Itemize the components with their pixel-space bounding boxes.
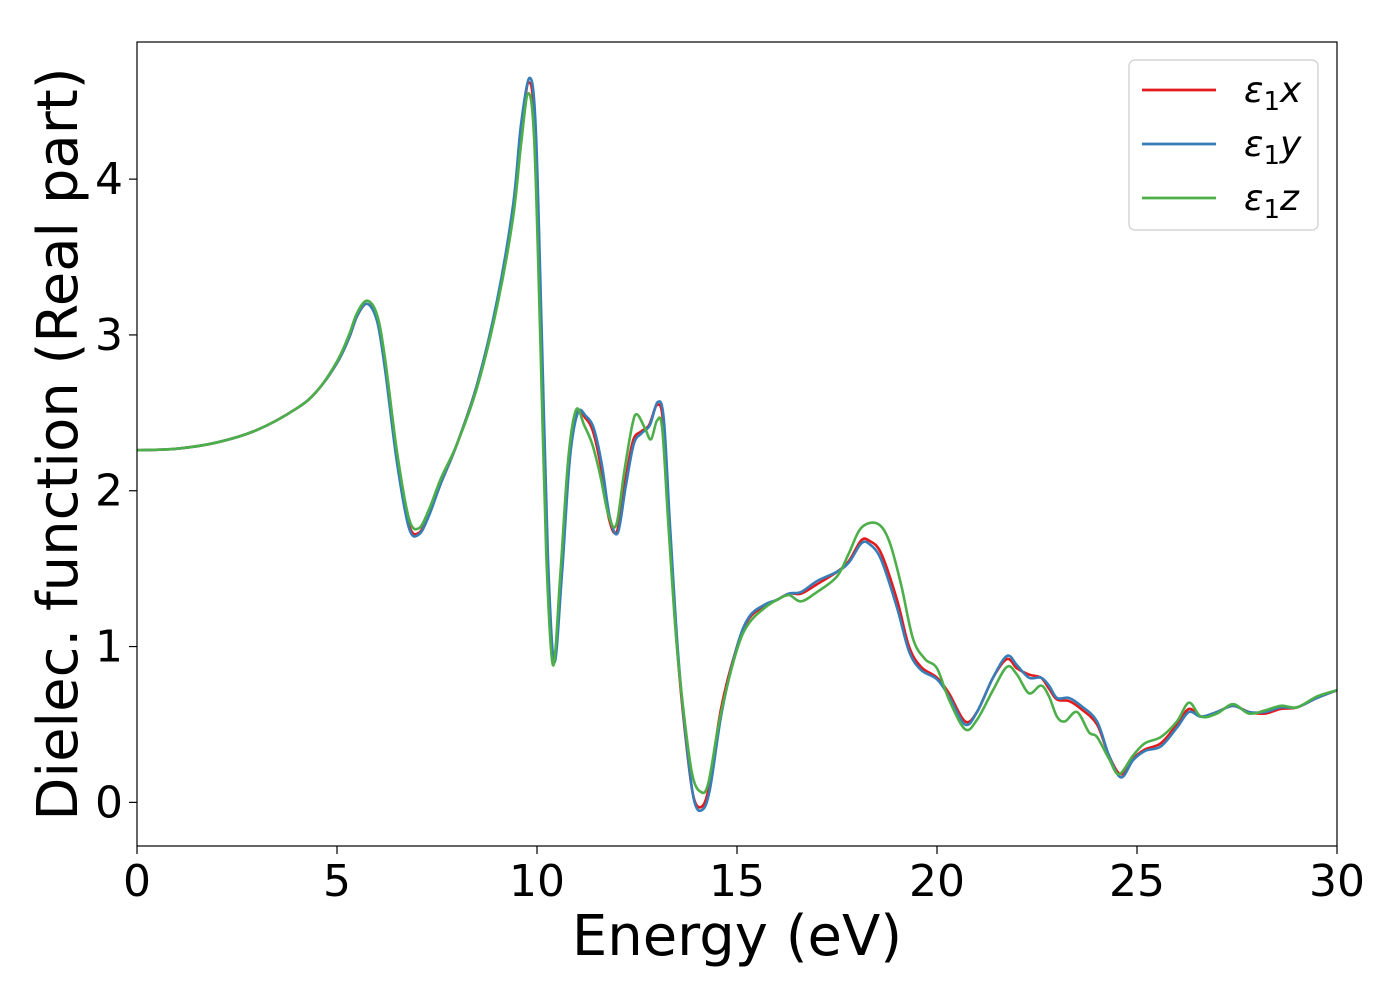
y-tick-label: 2 — [95, 466, 123, 517]
legend-box — [1128, 59, 1319, 231]
y-tick-label: 1 — [95, 622, 123, 673]
y-axis-ticks: 0 1 2 3 4 — [95, 154, 137, 828]
y-axis-title: Dielec. function (Real part) — [26, 67, 91, 820]
y-tick-label: 4 — [95, 154, 123, 205]
x-tick-label: 15 — [709, 856, 765, 907]
x-tick-label: 30 — [1309, 856, 1365, 907]
y-tick-label: 3 — [95, 310, 123, 361]
x-tick-label: 5 — [323, 856, 351, 907]
legend-label-z: ε1z — [1244, 178, 1300, 225]
x-tick-label: 10 — [509, 856, 565, 907]
series-line-z — [137, 92, 1337, 795]
series-layer — [137, 76, 1337, 813]
x-tick-label: 25 — [1109, 856, 1165, 907]
x-axis-title: Energy (eV) — [572, 904, 902, 969]
legend: ε1x ε1y ε1z — [1128, 59, 1319, 231]
y-tick-label: 0 — [95, 777, 123, 828]
x-tick-label: 20 — [909, 856, 965, 907]
series-line-y — [137, 76, 1337, 813]
legend-label-x: ε1x — [1244, 70, 1302, 117]
x-tick-label: 0 — [123, 856, 151, 907]
legend-label-y: ε1y — [1244, 124, 1302, 171]
x-axis-ticks: 0 5 10 15 20 25 30 — [123, 846, 1365, 907]
